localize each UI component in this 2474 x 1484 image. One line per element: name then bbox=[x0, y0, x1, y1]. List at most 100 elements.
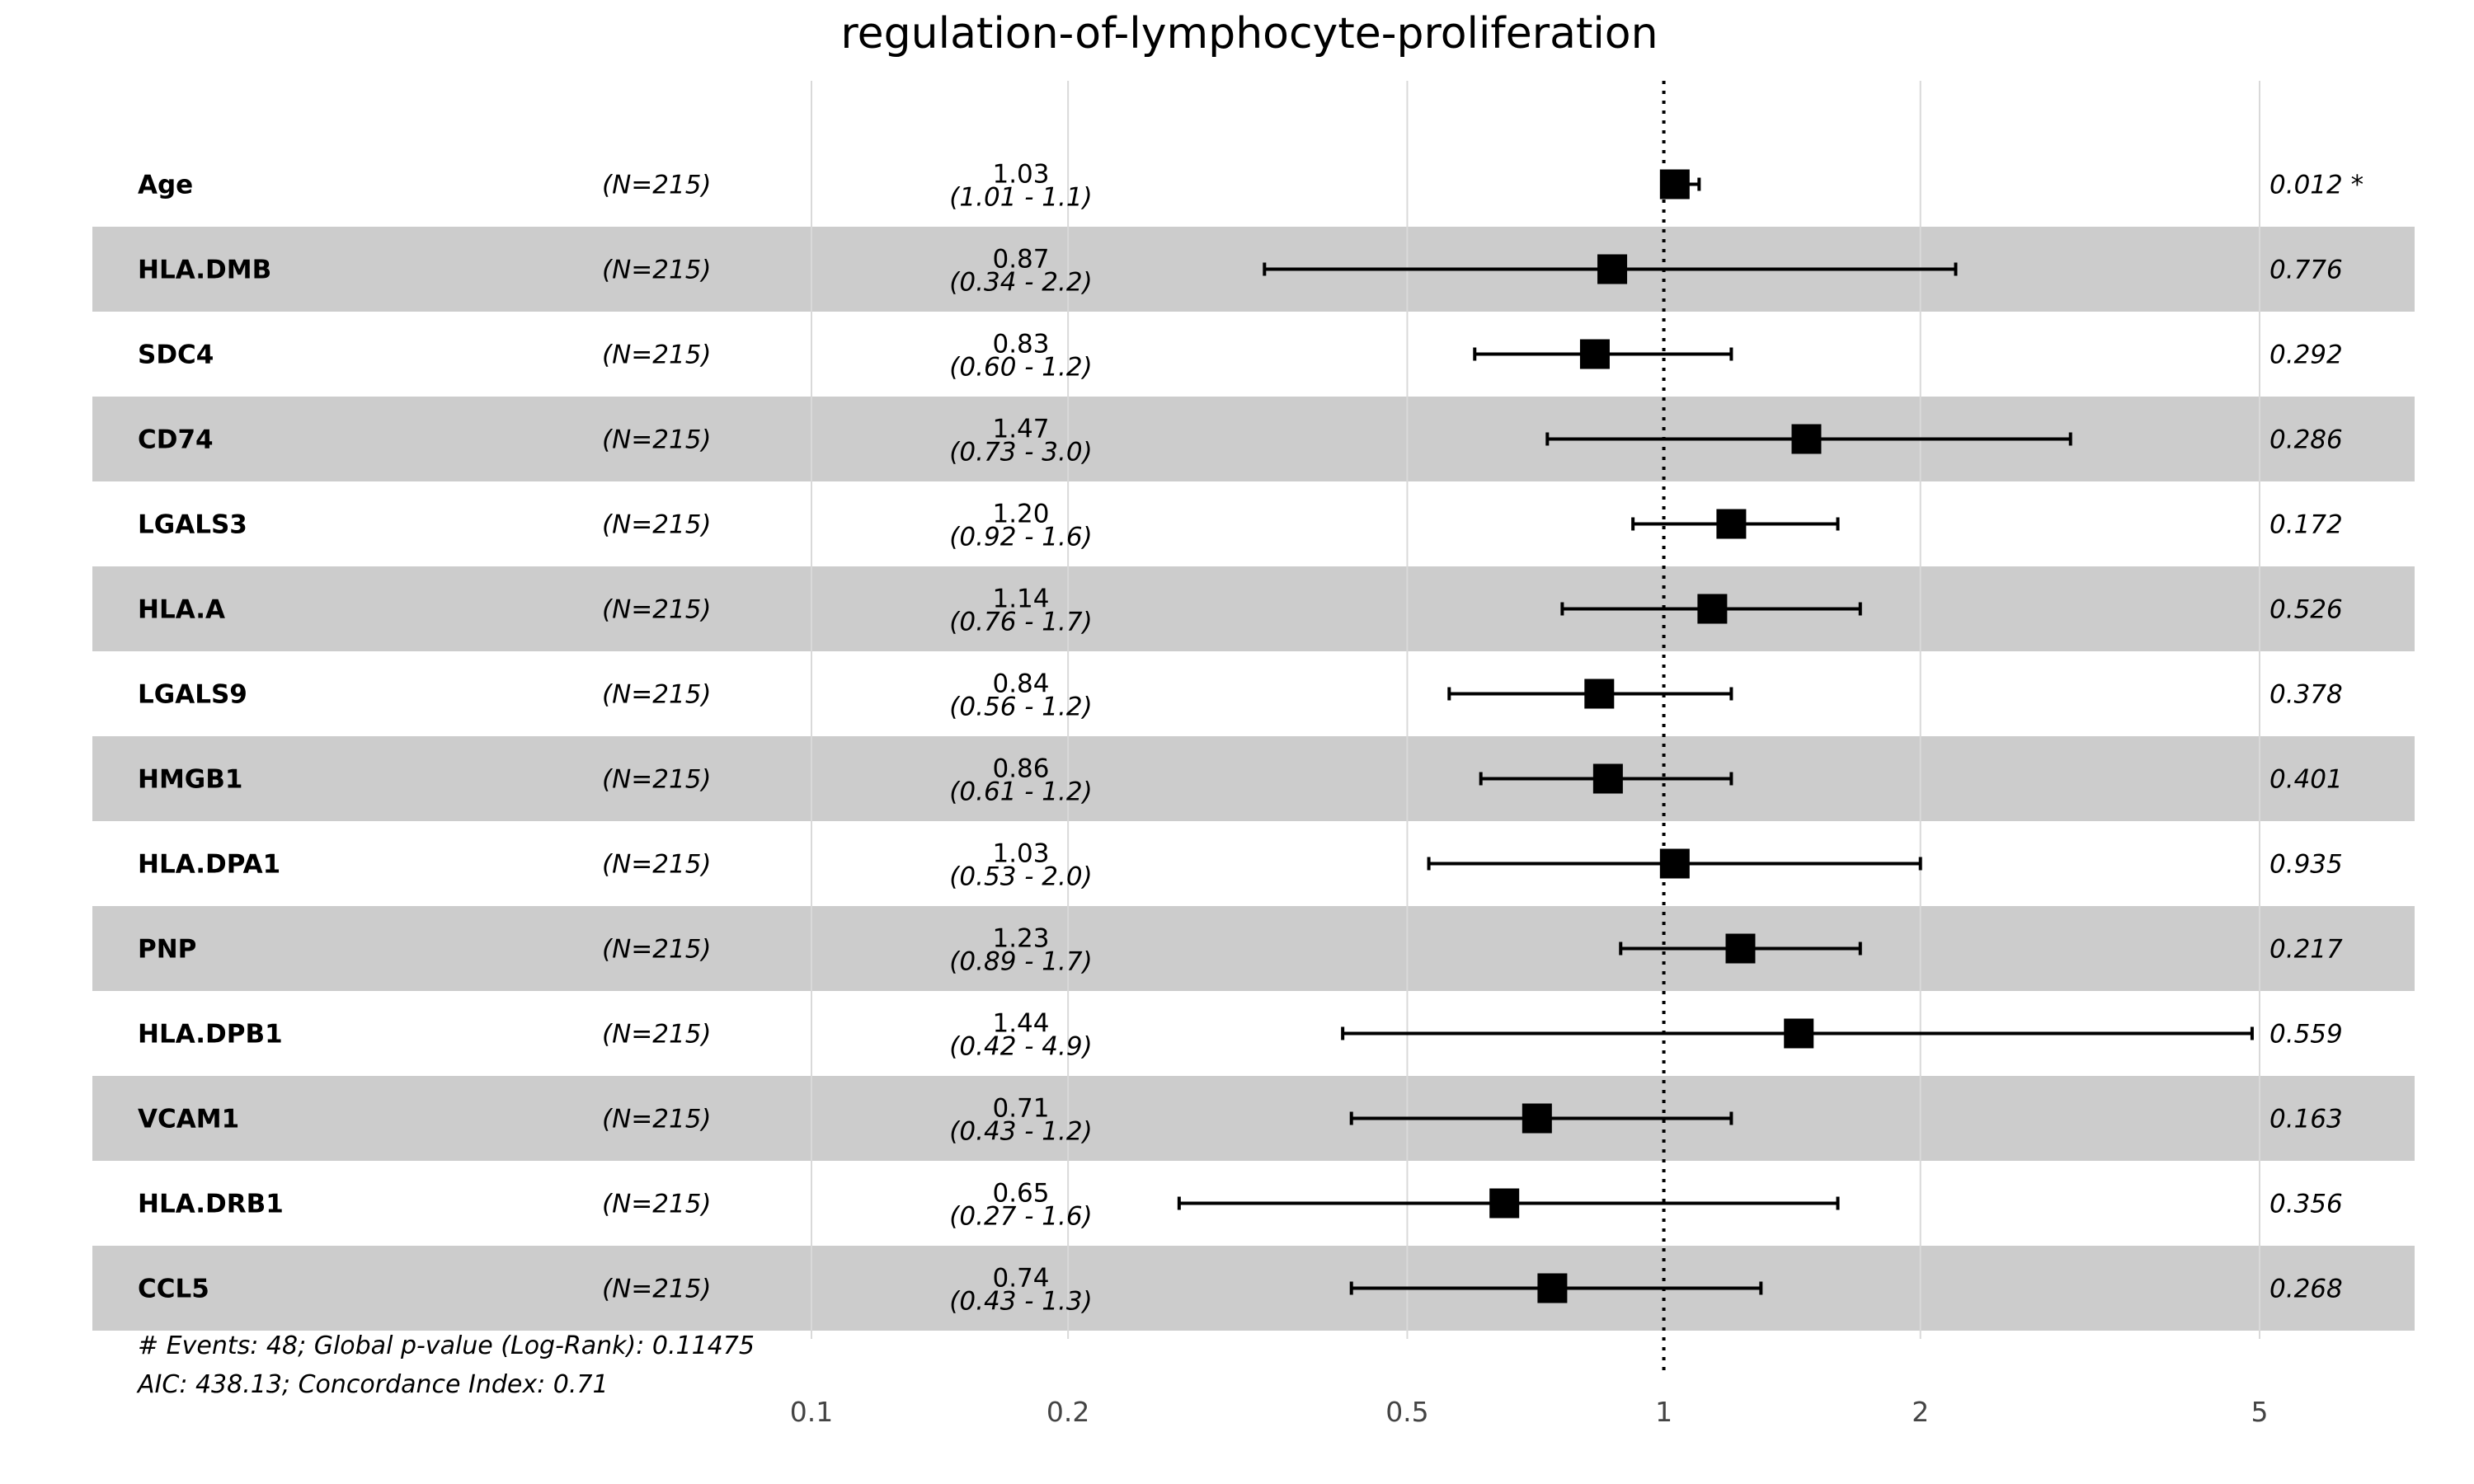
hr-marker bbox=[1697, 594, 1728, 624]
row-hr-label: 1.03 bbox=[992, 160, 1049, 190]
row-ci-label: (0.27 - 1.6) bbox=[949, 1202, 1092, 1232]
x-axis-ticks: 0.1 0.2 0.5 1 2 5 bbox=[790, 1396, 2269, 1428]
hr-marker bbox=[1522, 1103, 1552, 1134]
row-ci-label: (0.92 - 1.6) bbox=[949, 523, 1092, 552]
row-p-label: 0.401 bbox=[2269, 765, 2343, 795]
row-n-label: (N=215) bbox=[602, 1275, 712, 1304]
row-variable-label: SDC4 bbox=[138, 340, 214, 370]
row-stripe bbox=[92, 1246, 2415, 1331]
hr-marker bbox=[1716, 509, 1747, 539]
row-hr-label: 1.20 bbox=[992, 500, 1049, 529]
chart-title: regulation-of-lymphocyte-proliferation bbox=[840, 9, 1658, 59]
row-variable-label: HLA.A bbox=[138, 595, 225, 625]
forest-row: HLA.DMB (N=215) 0.87(0.34 - 2.2) 0.776 bbox=[138, 245, 2343, 298]
row-p-label: 0.526 bbox=[2269, 595, 2343, 625]
row-hr-label: 0.86 bbox=[992, 754, 1049, 784]
hr-marker bbox=[1597, 254, 1628, 284]
row-variable-label: Age bbox=[138, 171, 193, 200]
row-n-label: (N=215) bbox=[602, 1190, 712, 1219]
row-n-label: (N=215) bbox=[602, 425, 712, 455]
row-variable-label: HLA.DPA1 bbox=[138, 850, 280, 880]
hr-marker bbox=[1489, 1188, 1520, 1219]
row-n-label: (N=215) bbox=[602, 935, 712, 965]
row-hr-label: 0.84 bbox=[992, 669, 1049, 699]
row-ci-label: (0.76 - 1.7) bbox=[949, 608, 1092, 637]
row-n-label: (N=215) bbox=[602, 340, 712, 370]
row-p-label: 0.378 bbox=[2269, 680, 2343, 710]
row-hr-label: 1.03 bbox=[992, 839, 1049, 869]
row-stripe bbox=[92, 566, 2415, 651]
row-p-label: 0.172 bbox=[2269, 510, 2343, 540]
row-ci-label: (0.53 - 2.0) bbox=[949, 862, 1092, 892]
row-ci-label: (0.43 - 1.2) bbox=[949, 1117, 1092, 1147]
row-stripes bbox=[92, 227, 2415, 1331]
hr-marker bbox=[1584, 679, 1615, 709]
row-hr-label: 1.14 bbox=[992, 585, 1049, 614]
row-n-label: (N=215) bbox=[602, 171, 712, 200]
row-variable-label: CCL5 bbox=[138, 1275, 209, 1304]
row-stripe bbox=[92, 227, 2415, 312]
row-variable-label: HLA.DMB bbox=[138, 256, 271, 285]
forest-row: SDC4 (N=215) 0.83(0.60 - 1.2) 0.292 bbox=[138, 330, 2343, 383]
row-variable-label: LGALS9 bbox=[138, 680, 247, 710]
row-ci-label: (0.73 - 3.0) bbox=[949, 438, 1092, 467]
forest-row: PNP (N=215) 1.23(0.89 - 1.7) 0.217 bbox=[138, 924, 2343, 977]
forest-row: CCL5 (N=215) 0.74(0.43 - 1.3) 0.268 bbox=[138, 1264, 2343, 1317]
row-p-label: 0.935 bbox=[2269, 850, 2343, 880]
row-hr-label: 1.44 bbox=[992, 1009, 1049, 1039]
forest-row: LGALS9 (N=215) 0.84(0.56 - 1.2) 0.378 bbox=[138, 669, 2343, 722]
hr-marker bbox=[1592, 763, 1623, 794]
footer-aic: AIC: 438.13; Concordance Index: 0.71 bbox=[136, 1370, 609, 1399]
row-ci-label: (0.60 - 1.2) bbox=[949, 353, 1092, 383]
row-ci-label: (0.34 - 2.2) bbox=[949, 268, 1092, 298]
forest-row: HLA.A (N=215) 1.14(0.76 - 1.7) 0.526 bbox=[138, 585, 2343, 637]
vertical-gridlines bbox=[811, 81, 2260, 1339]
row-ci-label: (0.43 - 1.3) bbox=[949, 1287, 1092, 1317]
row-p-label: 0.776 bbox=[2269, 256, 2343, 285]
row-p-label: 0.356 bbox=[2269, 1190, 2343, 1219]
row-hr-label: 0.65 bbox=[992, 1179, 1049, 1209]
row-variable-label: VCAM1 bbox=[138, 1105, 239, 1134]
hr-marker bbox=[1791, 424, 1822, 454]
row-n-label: (N=215) bbox=[602, 680, 712, 710]
forest-row: HLA.DRB1 (N=215) 0.65(0.27 - 1.6) 0.356 bbox=[138, 1179, 2343, 1232]
row-hr-label: 0.87 bbox=[992, 245, 1049, 275]
row-n-label: (N=215) bbox=[602, 1105, 712, 1134]
row-p-label: 0.292 bbox=[2269, 340, 2343, 370]
row-hr-label: 0.83 bbox=[992, 330, 1049, 359]
row-variable-label: PNP bbox=[138, 935, 196, 965]
hr-marker bbox=[1659, 848, 1690, 879]
row-ci-label: (0.89 - 1.7) bbox=[949, 947, 1092, 977]
forest-row: LGALS3 (N=215) 1.20(0.92 - 1.6) 0.172 bbox=[138, 500, 2343, 552]
x-tick-label: 0.2 bbox=[1047, 1396, 1089, 1428]
row-n-label: (N=215) bbox=[602, 595, 712, 625]
forest-row: VCAM1 (N=215) 0.71(0.43 - 1.2) 0.163 bbox=[138, 1094, 2343, 1147]
forest-row: HMGB1 (N=215) 0.86(0.61 - 1.2) 0.401 bbox=[138, 754, 2343, 807]
forest-row: HLA.DPB1 (N=215) 1.44(0.42 - 4.9) 0.559 bbox=[138, 1009, 2343, 1062]
row-p-label: 0.268 bbox=[2269, 1275, 2343, 1304]
forest-row: Age (N=215) 1.03(1.01 - 1.1) 0.012 * bbox=[138, 160, 2363, 213]
row-ci-label: (0.42 - 4.9) bbox=[949, 1032, 1092, 1062]
x-tick-label: 5 bbox=[2251, 1396, 2269, 1428]
row-ci-label: (1.01 - 1.1) bbox=[949, 183, 1092, 213]
row-hr-label: 1.23 bbox=[992, 924, 1049, 954]
row-p-label: 0.163 bbox=[2269, 1105, 2343, 1134]
forest-rows: Age (N=215) 1.03(1.01 - 1.1) 0.012 *HLA.DMB… bbox=[138, 160, 2363, 1317]
row-n-label: (N=215) bbox=[602, 510, 712, 540]
row-n-label: (N=215) bbox=[602, 850, 712, 880]
row-n-label: (N=215) bbox=[602, 765, 712, 795]
hr-marker bbox=[1537, 1273, 1568, 1303]
row-hr-label: 0.74 bbox=[992, 1264, 1049, 1294]
forest-row: HLA.DPA1 (N=215) 1.03(0.53 - 2.0) 0.935 bbox=[138, 839, 2343, 892]
hr-marker bbox=[1725, 933, 1756, 964]
row-p-label: 0.286 bbox=[2269, 425, 2343, 455]
row-variable-label: HLA.DPB1 bbox=[138, 1020, 283, 1050]
row-stripe bbox=[92, 1076, 2415, 1161]
row-p-label: 0.217 bbox=[2269, 935, 2343, 965]
row-n-label: (N=215) bbox=[602, 256, 712, 285]
row-p-label: 0.559 bbox=[2269, 1020, 2343, 1050]
hr-marker bbox=[1659, 169, 1690, 200]
row-hr-label: 1.47 bbox=[992, 415, 1049, 444]
hr-marker bbox=[1579, 339, 1610, 369]
x-tick-label: 0.1 bbox=[790, 1396, 833, 1428]
